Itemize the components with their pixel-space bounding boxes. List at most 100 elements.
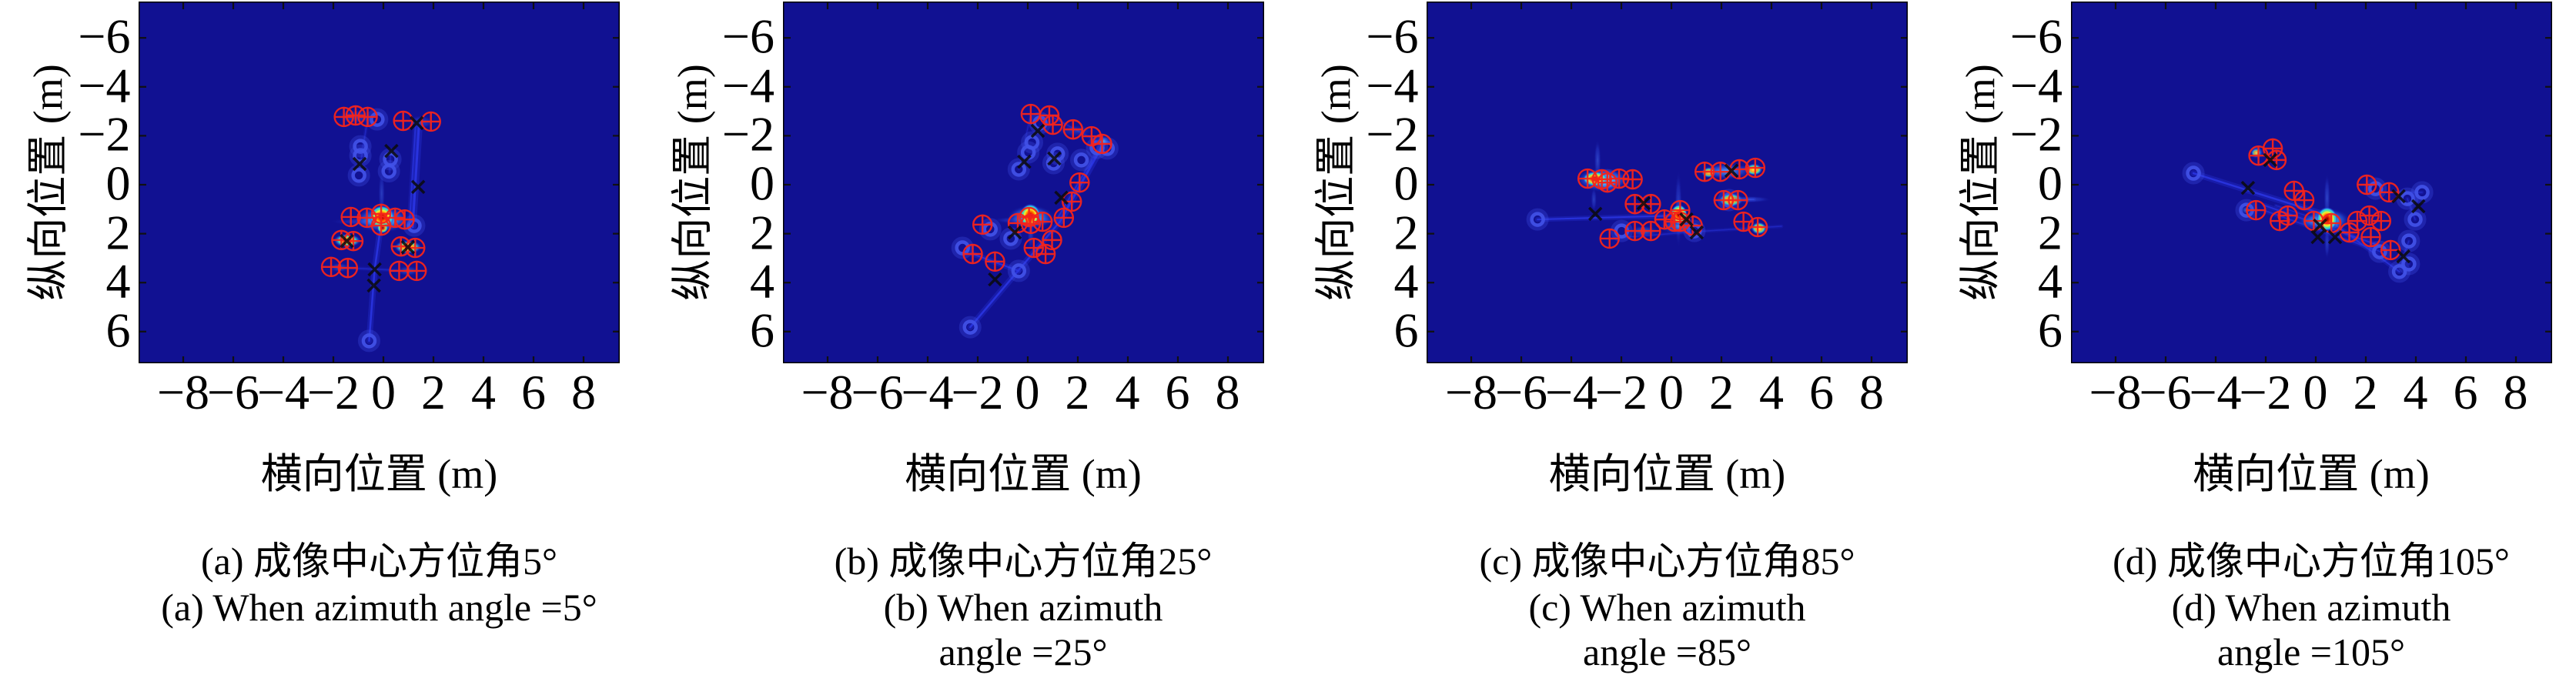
scatterer-crosshair-marker bbox=[1599, 228, 1620, 249]
model-node-x-marker bbox=[2240, 180, 2255, 195]
x-axis-label: 横向位置 (m) bbox=[1548, 451, 1786, 497]
y-tick-label: 4 bbox=[1393, 253, 1419, 309]
model-node-x-marker bbox=[1689, 225, 1705, 240]
y-tick-label: −4 bbox=[721, 58, 774, 113]
scatterer-crosshair-marker bbox=[2269, 210, 2290, 232]
x-tick-label: 4 bbox=[1115, 365, 1140, 419]
scatterer-crosshair-marker bbox=[2380, 239, 2400, 261]
x-tick-label: −8 bbox=[2089, 365, 2142, 419]
model-node-x-marker bbox=[340, 233, 354, 249]
scatterer-crosshair-marker bbox=[1745, 157, 1766, 179]
scatterer-crosshair-marker bbox=[2358, 205, 2380, 226]
y-axis-label: 纵向位置 (m) bbox=[25, 64, 72, 301]
caption-zh: (d) 成像中心方位角105° bbox=[2113, 540, 2510, 583]
wireframe-joint-glow bbox=[2182, 162, 2205, 185]
wireframe-joint-glow bbox=[951, 236, 974, 259]
caption-en-line1: (a) When azimuth angle =5° bbox=[161, 586, 597, 629]
model-node-x-marker bbox=[1636, 195, 1651, 211]
y-tick-label: −2 bbox=[78, 106, 131, 162]
heatmap-background bbox=[1427, 2, 1908, 363]
wireframe-joint-glow bbox=[2404, 208, 2427, 231]
scatterer-crosshair-marker bbox=[1728, 189, 1748, 211]
y-tick-label: −6 bbox=[2009, 8, 2062, 64]
wireframe-joint-glow bbox=[2387, 260, 2410, 283]
x-tick-label: 8 bbox=[2503, 365, 2528, 419]
model-node-x-marker bbox=[1587, 206, 1603, 222]
panel-b: 纵向位置 (m) 横向位置 (m) (b) 成像中心方位角25° (b) Whe… bbox=[644, 0, 1289, 685]
model-node-x-marker bbox=[352, 156, 367, 172]
x-axis-label: 横向位置 (m) bbox=[2193, 451, 2430, 497]
caption-en-line2: angle =85° bbox=[1583, 630, 1751, 673]
wireframe-joint-ring bbox=[2400, 256, 2417, 272]
model-node-x-marker bbox=[2390, 189, 2406, 204]
scatterer-crosshair-marker bbox=[1081, 125, 1102, 147]
caption-en-line2: angle =25° bbox=[938, 630, 1108, 673]
scatterer-crosshair-marker bbox=[393, 110, 413, 132]
wireframe-line bbox=[408, 125, 417, 229]
scatterer-crosshair-marker bbox=[2245, 199, 2267, 221]
x-tick-label: 0 bbox=[1015, 365, 1040, 419]
wireframe-joint-glow bbox=[2397, 229, 2420, 252]
wireframe-line bbox=[368, 268, 376, 342]
wireframe-joint-glow bbox=[349, 135, 372, 158]
wireframe-joint-glow bbox=[2367, 240, 2390, 263]
y-tick-label: −4 bbox=[1366, 58, 1419, 113]
y-tick-label: 2 bbox=[2038, 205, 2062, 260]
x-tick-label: 0 bbox=[371, 365, 396, 419]
wireframe-joint-ring bbox=[954, 240, 970, 256]
caption-zh: (c) 成像中心方位角85° bbox=[1479, 540, 1855, 583]
y-tick-label: 2 bbox=[1393, 205, 1419, 260]
model-node-x-marker bbox=[2310, 229, 2325, 245]
y-tick-label: 4 bbox=[750, 253, 774, 309]
x-tick-label: −8 bbox=[1444, 365, 1498, 419]
heatmap-background bbox=[782, 2, 1264, 363]
scatterer-crosshair-marker bbox=[1042, 114, 1063, 135]
wireframe-joint-ring bbox=[1011, 162, 1026, 177]
wireframe-joint-ring bbox=[2371, 244, 2387, 259]
wireframe-joint-ring bbox=[2414, 185, 2430, 200]
x-tick-label: −2 bbox=[951, 365, 1004, 419]
heatmap-background bbox=[2070, 2, 2552, 363]
scatterer-crosshair-marker bbox=[1747, 216, 1768, 238]
intensity-blob-hot bbox=[376, 222, 389, 233]
wireframe-joint-ring bbox=[1002, 231, 1019, 246]
x-tick-label: 6 bbox=[521, 365, 546, 419]
scatterer-crosshair-marker bbox=[1710, 161, 1731, 182]
scatterer-crosshair-marker bbox=[1020, 213, 1041, 235]
wireframe-joint-glow bbox=[2410, 181, 2434, 204]
wireframe-joint-ring bbox=[2185, 165, 2201, 181]
y-tick-label: 6 bbox=[750, 302, 774, 358]
scatterer-crosshair-marker bbox=[394, 209, 415, 230]
caption-en-line1: (c) When azimuth bbox=[1528, 586, 1806, 629]
wireframe-joint-ring bbox=[2400, 233, 2417, 249]
wireframe-joint-glow bbox=[1069, 149, 1092, 172]
scatterer-crosshair-marker bbox=[1069, 172, 1089, 193]
model-node-x-marker bbox=[1053, 190, 1069, 206]
scatterer-crosshair-marker bbox=[1091, 133, 1112, 155]
y-tick-label: 4 bbox=[2038, 253, 2062, 309]
heatmap-b bbox=[782, 2, 1264, 363]
caption-block: (c) 成像中心方位角85° (c) When azimuth angle =8… bbox=[1427, 537, 1908, 674]
x-tick-label: −6 bbox=[2139, 365, 2192, 419]
wireframe-joint-ring bbox=[353, 139, 368, 154]
scatterer-crosshair-marker bbox=[962, 243, 983, 265]
x-tick-label: 2 bbox=[1709, 365, 1734, 419]
x-tick-label: −2 bbox=[2239, 365, 2292, 419]
model-node-x-marker bbox=[987, 272, 1002, 287]
x-tick-label: 4 bbox=[471, 365, 496, 419]
plot-frame bbox=[2070, 2, 2552, 363]
y-tick-label: −2 bbox=[1366, 106, 1419, 162]
y-axis-label: 纵向位置 (m) bbox=[1957, 64, 2003, 301]
scatterer-crosshair-marker bbox=[2370, 210, 2391, 232]
y-tick-label: 0 bbox=[750, 155, 774, 211]
model-node-x-marker bbox=[1007, 225, 1022, 240]
wireframe-joint-ring bbox=[2407, 212, 2423, 227]
wireframe-joint-ring bbox=[381, 163, 396, 179]
x-tick-label: 8 bbox=[571, 365, 596, 419]
x-tick-label: 4 bbox=[2403, 365, 2428, 419]
y-tick-label: 6 bbox=[2038, 302, 2062, 358]
x-tick-label: 8 bbox=[1215, 365, 1240, 419]
wireframe-joint-ring bbox=[962, 319, 978, 335]
y-tick-label: −6 bbox=[1366, 8, 1419, 64]
